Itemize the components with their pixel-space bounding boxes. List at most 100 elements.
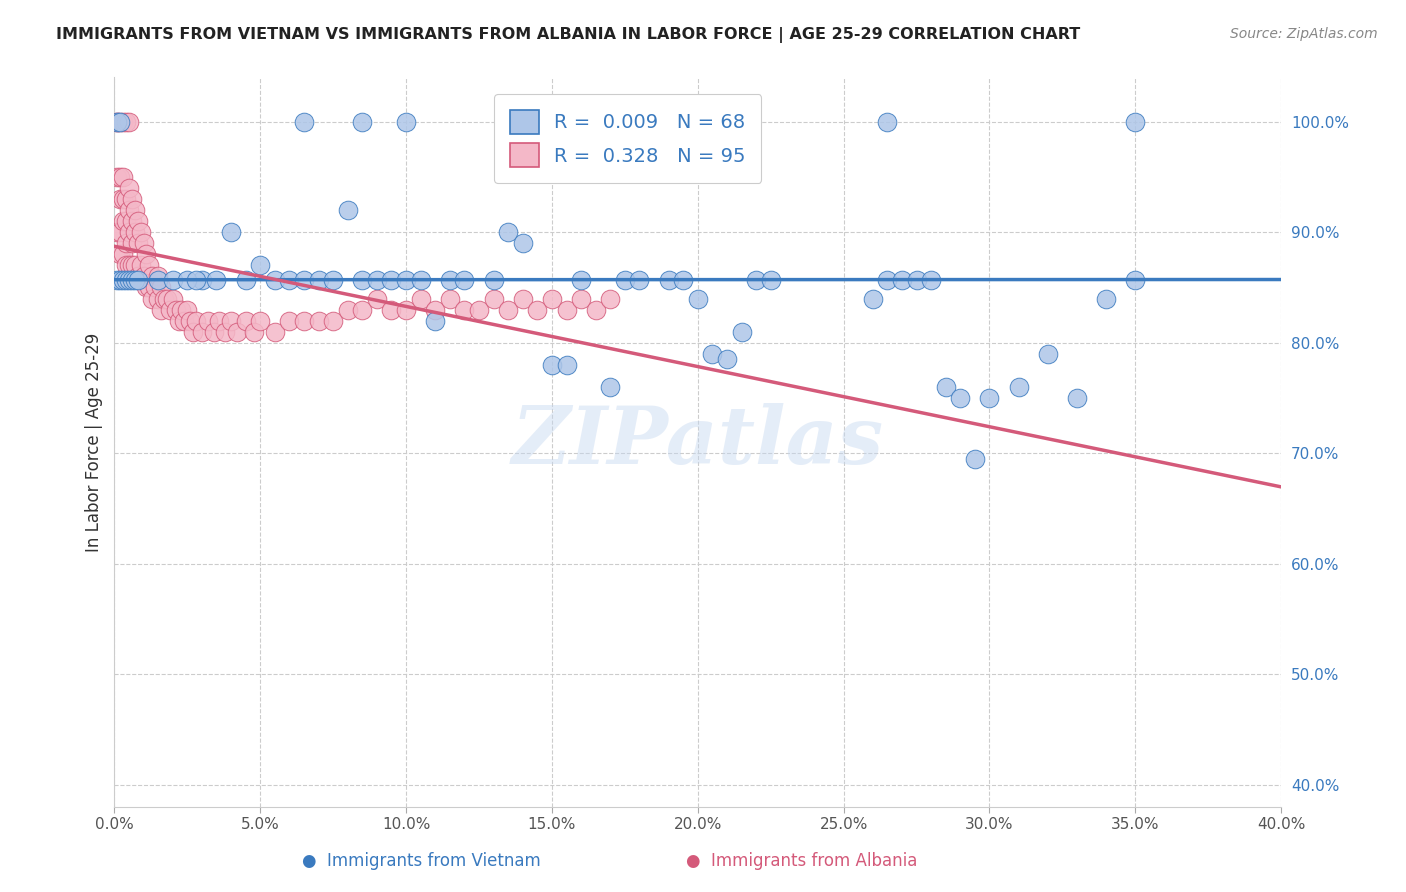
Point [366, 292, 388, 306]
Point [920, 273, 942, 287]
Point [138, 280, 160, 294]
Point [308, 273, 330, 287]
Point [181, 325, 204, 339]
Point [1007, 380, 1029, 394]
Point [159, 302, 181, 317]
Point [110, 273, 132, 287]
Point [129, 258, 152, 272]
Point [105, 169, 128, 184]
Point [127, 269, 149, 284]
Point [112, 214, 135, 228]
Point [292, 313, 315, 327]
Point [935, 380, 957, 394]
Point [110, 247, 132, 261]
Point [322, 313, 344, 327]
Point [1123, 273, 1146, 287]
Point [197, 313, 219, 327]
Point [112, 169, 135, 184]
Point [219, 313, 242, 327]
Point [105, 273, 128, 287]
Point [292, 273, 315, 287]
Text: ●  Immigrants from Albania: ● Immigrants from Albania [686, 852, 917, 870]
Point [118, 203, 141, 218]
Point [124, 273, 146, 287]
Point [112, 247, 135, 261]
Point [115, 258, 138, 272]
Point [352, 114, 374, 128]
Point [226, 325, 249, 339]
Point [132, 269, 155, 284]
Point [105, 225, 128, 239]
Point [496, 225, 519, 239]
Point [115, 236, 138, 251]
Point [439, 273, 461, 287]
Point [613, 273, 636, 287]
Point [569, 273, 592, 287]
Point [243, 325, 266, 339]
Point [214, 325, 236, 339]
Point [173, 313, 195, 327]
Point [380, 302, 402, 317]
Text: ZIPatlas: ZIPatlas [512, 403, 884, 481]
Point [395, 114, 418, 128]
Point [759, 273, 782, 287]
Point [141, 269, 163, 284]
Point [115, 114, 138, 128]
Point [184, 313, 207, 327]
Point [380, 273, 402, 287]
Legend: R =  0.009   N = 68, R =  0.328   N = 95: R = 0.009 N = 68, R = 0.328 N = 95 [494, 95, 762, 183]
Point [526, 302, 548, 317]
Point [141, 292, 163, 306]
Point [112, 273, 135, 287]
Point [249, 258, 271, 272]
Point [184, 273, 207, 287]
Point [628, 273, 651, 287]
Point [110, 192, 132, 206]
Point [278, 273, 301, 287]
Point [176, 302, 198, 317]
Text: Source: ZipAtlas.com: Source: ZipAtlas.com [1230, 27, 1378, 41]
Point [191, 325, 214, 339]
Point [110, 169, 132, 184]
Point [555, 302, 578, 317]
Point [409, 292, 432, 306]
Point [569, 292, 592, 306]
Point [156, 292, 179, 306]
Text: ●  Immigrants from Vietnam: ● Immigrants from Vietnam [302, 852, 541, 870]
Point [118, 114, 141, 128]
Point [555, 358, 578, 372]
Point [191, 273, 214, 287]
Point [496, 302, 519, 317]
Point [105, 114, 128, 128]
Point [105, 114, 128, 128]
Point [124, 203, 146, 218]
Text: IMMIGRANTS FROM VIETNAM VS IMMIGRANTS FROM ALBANIA IN LABOR FORCE | AGE 25-29 CO: IMMIGRANTS FROM VIETNAM VS IMMIGRANTS FR… [56, 27, 1080, 43]
Point [482, 292, 505, 306]
Point [115, 214, 138, 228]
Point [890, 273, 912, 287]
Point [170, 302, 193, 317]
Point [730, 325, 752, 339]
Point [127, 214, 149, 228]
Point [468, 302, 491, 317]
Point [599, 380, 621, 394]
Point [235, 273, 257, 287]
Point [949, 391, 972, 405]
Point [1036, 347, 1059, 361]
Point [702, 347, 724, 361]
Point [336, 302, 359, 317]
Point [672, 273, 695, 287]
Point [979, 391, 1001, 405]
Point [322, 273, 344, 287]
Point [541, 358, 564, 372]
Point [153, 292, 176, 306]
Point [121, 192, 143, 206]
Point [1095, 292, 1118, 306]
Point [235, 313, 257, 327]
Point [905, 273, 928, 287]
Point [658, 273, 681, 287]
Point [112, 114, 135, 128]
Point [110, 114, 132, 128]
Point [439, 292, 461, 306]
Point [263, 325, 285, 339]
